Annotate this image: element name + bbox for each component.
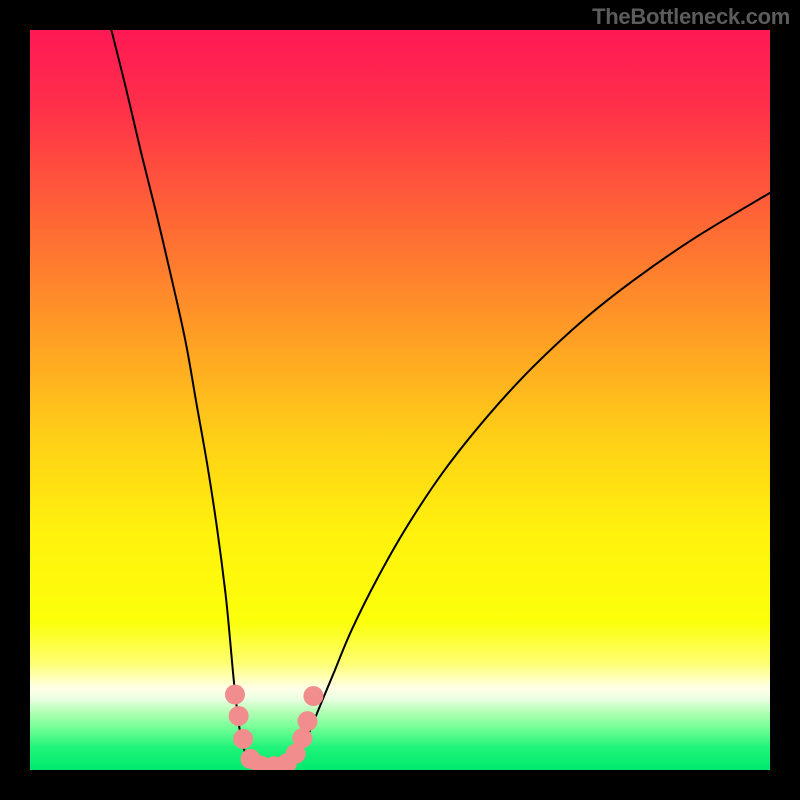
- chart-svg: [30, 30, 770, 770]
- marker-dot: [229, 706, 249, 726]
- marker-dot: [233, 729, 253, 749]
- marker-dot: [303, 686, 323, 706]
- marker-dot: [225, 685, 245, 705]
- plot-area: [30, 30, 770, 770]
- marker-dot: [298, 711, 318, 731]
- chart-outer-frame: TheBottleneck.com: [0, 0, 800, 800]
- watermark-text: TheBottleneck.com: [592, 4, 790, 30]
- marker-dot: [292, 728, 312, 748]
